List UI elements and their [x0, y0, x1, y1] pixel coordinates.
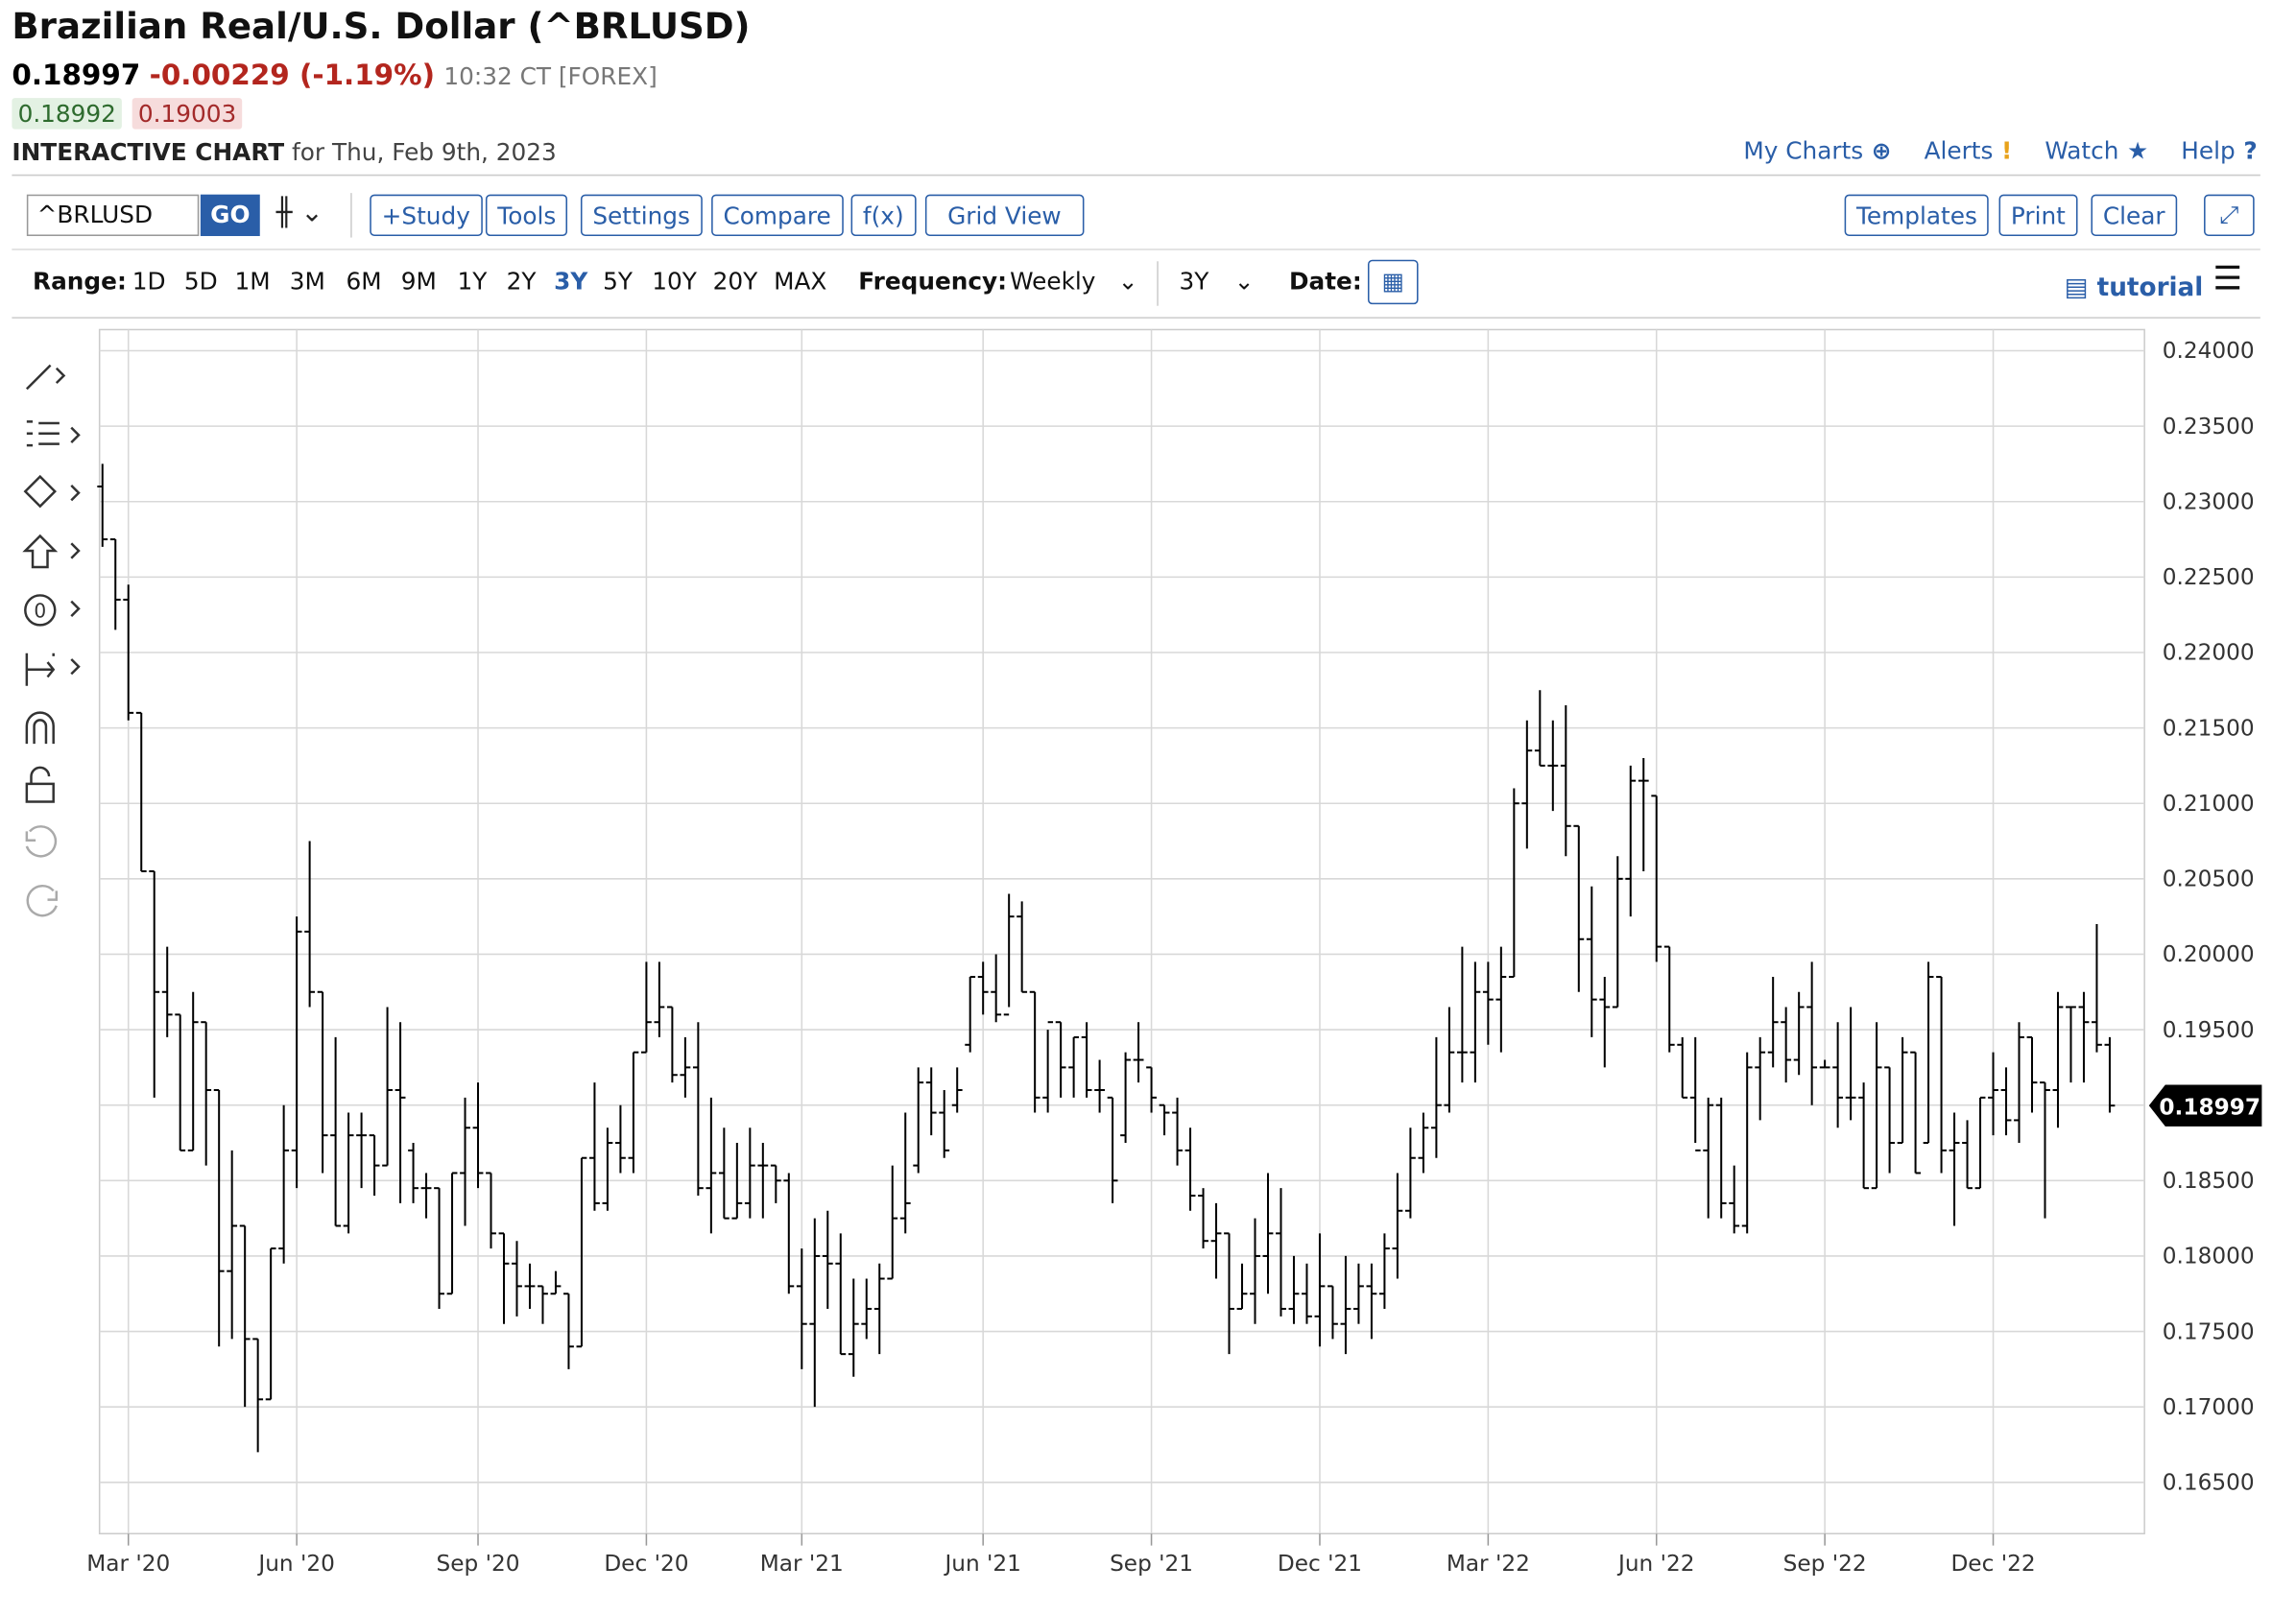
- last-price-label: 0.18997: [2159, 1094, 2260, 1120]
- tutorial-link[interactable]: ▤ tutorial: [2064, 273, 2204, 303]
- range-option[interactable]: 9M: [400, 267, 437, 296]
- x-tick-label: Dec '22: [1950, 1551, 2035, 1577]
- y-tick-label: 0.22000: [2163, 640, 2255, 666]
- date-label: Date:: [1288, 267, 1362, 296]
- range-option[interactable]: MAX: [774, 267, 827, 296]
- plot-frame: [98, 328, 2145, 1535]
- chart-label: INTERACTIVE CHART: [12, 137, 285, 167]
- x-tick-label: Sep '22: [1783, 1551, 1867, 1577]
- range-option[interactable]: 3Y: [554, 267, 588, 296]
- frequency-label: Frequency:: [858, 267, 1008, 296]
- range-option[interactable]: 3M: [289, 267, 325, 296]
- y-tick-label: 0.19500: [2163, 1017, 2255, 1043]
- ask: 0.19003: [132, 98, 243, 130]
- period-select[interactable]: 3Y ⌄: [1179, 267, 1255, 296]
- range-option[interactable]: 5Y: [603, 267, 634, 296]
- toolbar-button[interactable]: f(x): [850, 194, 916, 237]
- range-option[interactable]: 10Y: [652, 267, 697, 296]
- y-tick-label: 0.21000: [2163, 791, 2255, 817]
- last-price-badge: [2148, 1084, 2262, 1127]
- nav-text: Alerts: [1924, 136, 1994, 165]
- quote-time: 10:32 CT [FOREX]: [443, 61, 658, 91]
- chart-heading: INTERACTIVE CHART for Thu, Feb 9th, 2023: [12, 138, 556, 166]
- drawing-tools[interactable]: [22, 364, 81, 803]
- toolbar-button[interactable]: Clear: [2091, 194, 2177, 237]
- range-option[interactable]: 1Y: [457, 267, 488, 296]
- date-picker[interactable]: ▦: [1367, 259, 1419, 305]
- bid: 0.18992: [12, 98, 123, 130]
- range-label: Range:: [33, 267, 127, 296]
- range-option[interactable]: 20Y: [712, 267, 758, 296]
- y-tick-label: 0.23000: [2163, 488, 2255, 514]
- nav-link[interactable]: Help ?: [2181, 136, 2257, 164]
- y-tick-label: 0.17500: [2163, 1318, 2255, 1344]
- nav-text: My Charts: [1743, 136, 1864, 165]
- nav-link[interactable]: Alerts !: [1925, 136, 2013, 164]
- y-tick-label: 0.18000: [2163, 1244, 2255, 1270]
- x-tick-label: Mar '21: [760, 1551, 844, 1577]
- nav-icon: ★: [2118, 136, 2149, 165]
- x-tick-label: Mar '20: [86, 1551, 170, 1577]
- range-option[interactable]: 5D: [183, 267, 218, 296]
- y-tick-label: 0.17000: [2163, 1394, 2255, 1420]
- nav-icon: !: [1993, 136, 2013, 165]
- menu-icon[interactable]: ☰: [2212, 261, 2242, 298]
- separator: [1157, 261, 1159, 306]
- chart-date: for Thu, Feb 9th, 2023: [292, 137, 557, 167]
- x-tick-label: Dec '20: [604, 1551, 688, 1577]
- symbol-input[interactable]: ^BRLUSD: [26, 194, 200, 237]
- toolbar-button[interactable]: Tools: [485, 194, 568, 237]
- quote-line: 0.18997 -0.00229 (-1.19%) 10:32 CT [FORE…: [12, 59, 657, 92]
- frequency: Weekly: [1010, 267, 1096, 296]
- tool-icon: 0: [34, 600, 46, 623]
- nav-icon: ?: [2235, 136, 2258, 165]
- range-option[interactable]: 6M: [346, 267, 382, 296]
- period: 3Y: [1179, 267, 1209, 296]
- y-tick-label: 0.22500: [2163, 564, 2255, 590]
- x-tick-label: Mar '22: [1447, 1551, 1530, 1577]
- price-change: -0.00229 (-1.19%): [149, 59, 436, 92]
- range-option[interactable]: 2Y: [506, 267, 537, 296]
- y-tick-label: 0.16500: [2163, 1470, 2255, 1496]
- undo-redo[interactable]: [25, 825, 59, 917]
- frequency-select[interactable]: Weekly ⌄: [1010, 267, 1138, 296]
- nav-link[interactable]: Watch ★: [2045, 136, 2148, 164]
- y-tick-label: 0.23500: [2163, 414, 2255, 439]
- nav: My Charts ⊕ Alerts ! Watch ★ Help ?: [1743, 136, 2257, 164]
- x-tick-label: Sep '20: [437, 1551, 520, 1577]
- y-tick-label: 0.20000: [2163, 941, 2255, 967]
- toolbar-button[interactable]: Print: [1998, 194, 2078, 237]
- toolbar-button[interactable]: Settings: [580, 194, 703, 237]
- go-button[interactable]: GO: [200, 194, 260, 237]
- nav-icon: ⊕: [1863, 136, 1892, 165]
- toolbar-button[interactable]: Templates: [1844, 194, 1990, 237]
- x-tick-label: Dec '21: [1278, 1551, 1362, 1577]
- range-option[interactable]: 1D: [132, 267, 166, 296]
- last-price: 0.18997: [12, 59, 141, 92]
- nav-text: Help: [2181, 136, 2236, 165]
- separator: [350, 193, 352, 238]
- expand-button[interactable]: ⤢: [2204, 194, 2255, 237]
- x-tick-label: Jun '22: [1616, 1551, 1694, 1577]
- y-tick-label: 0.24000: [2163, 338, 2255, 364]
- x-tick-label: Sep '21: [1110, 1551, 1193, 1577]
- y-tick-label: 0.18500: [2163, 1168, 2255, 1194]
- x-tick-label: Jun '20: [256, 1551, 334, 1577]
- x-tick-label: Jun '21: [943, 1551, 1020, 1577]
- y-tick-label: 0.20500: [2163, 866, 2255, 892]
- tutorial: tutorial: [2096, 273, 2204, 303]
- title: Brazilian Real/U.S. Dollar (^BRLUSD): [12, 6, 751, 48]
- range-option[interactable]: 1M: [234, 267, 271, 296]
- toolbar-button[interactable]: +Study: [370, 194, 483, 237]
- toolbar-button[interactable]: Compare: [711, 194, 844, 237]
- nav-link[interactable]: My Charts ⊕: [1743, 136, 1891, 164]
- y-tick-label: 0.21500: [2163, 715, 2255, 741]
- bar-type-menu[interactable]: ╫ ⌄: [275, 197, 323, 229]
- nav-text: Watch: [2045, 136, 2119, 165]
- toolbar-button[interactable]: Grid View: [924, 194, 1084, 237]
